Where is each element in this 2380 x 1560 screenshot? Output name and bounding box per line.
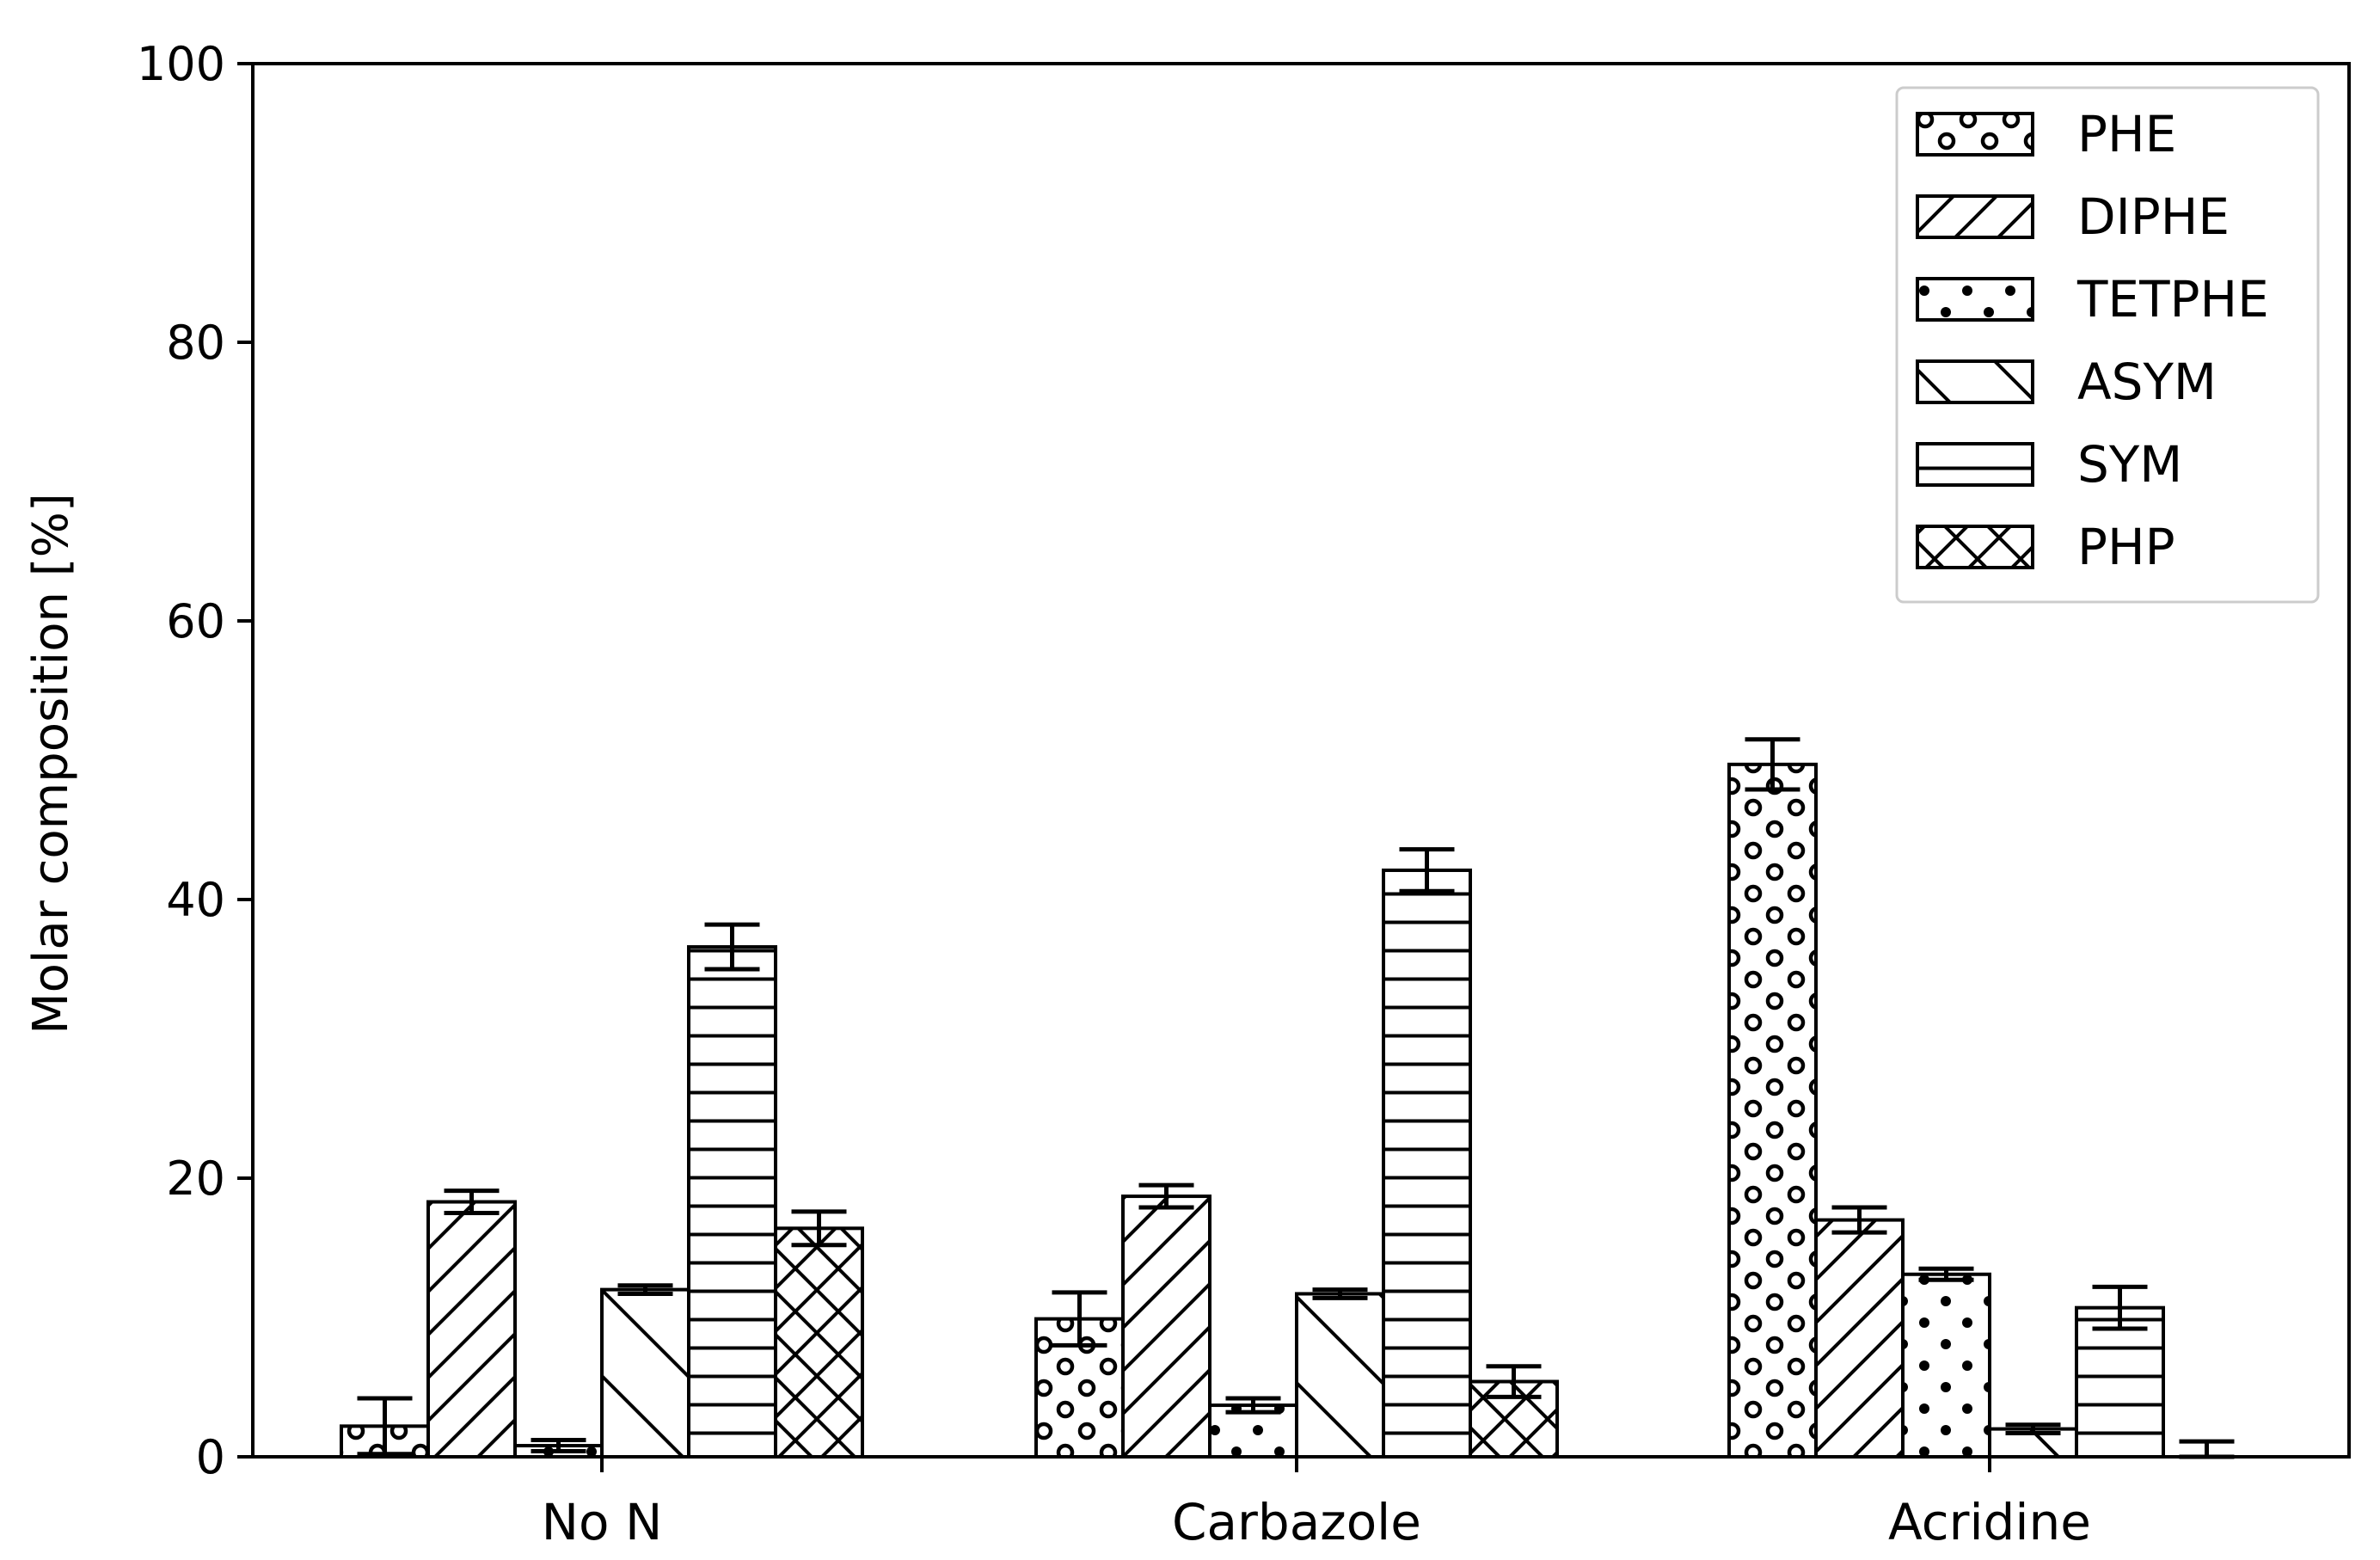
legend-swatch-sym bbox=[1916, 442, 2034, 487]
y-axis-title: Molar composition [%] bbox=[23, 493, 79, 1034]
error-bar-asym-carbazole bbox=[1312, 1287, 1368, 1300]
error-bar-tetphe-no-n bbox=[531, 1438, 586, 1454]
legend-item-sym: SYM bbox=[1916, 435, 2182, 494]
y-tick-label-80: 80 bbox=[166, 316, 225, 370]
bar-php-no-n bbox=[774, 1226, 864, 1459]
error-bar-asym-acridine bbox=[2005, 1422, 2061, 1435]
bar-phe-acridine bbox=[1727, 762, 1818, 1459]
error-bar-php-acridine bbox=[2179, 1439, 2235, 1459]
legend-item-phe: PHE bbox=[1916, 105, 2176, 163]
error-bar-diphe-no-n bbox=[444, 1188, 500, 1215]
bar-sym-carbazole bbox=[1382, 868, 1472, 1459]
error-bar-asym-no-n bbox=[617, 1283, 673, 1296]
legend-swatch-tetphe bbox=[1916, 277, 2034, 322]
error-bar-phe-no-n bbox=[357, 1396, 413, 1457]
y-tick-label-60: 60 bbox=[166, 594, 225, 648]
legend-label-sym: SYM bbox=[2077, 435, 2182, 494]
legend-label-php: PHP bbox=[2077, 518, 2175, 576]
bar-diphe-no-n bbox=[426, 1200, 517, 1459]
error-bar-phe-acridine bbox=[1745, 737, 1800, 792]
legend-swatch-diphe bbox=[1916, 194, 2034, 239]
legend: PHE DIPHE TETPHE ASYM SYM PHP bbox=[1895, 86, 2320, 604]
error-bar-php-carbazole bbox=[1486, 1364, 1542, 1399]
y-tick-label-100: 100 bbox=[137, 37, 225, 91]
x-tick-label-no-n: No N bbox=[542, 1493, 663, 1551]
error-bar-sym-carbazole bbox=[1399, 847, 1455, 894]
error-bar-sym-acridine bbox=[2092, 1284, 2148, 1331]
legend-item-asym: ASYM bbox=[1916, 353, 2217, 411]
legend-label-phe: PHE bbox=[2077, 105, 2176, 163]
bars-layer bbox=[340, 762, 2165, 1459]
bar-diphe-carbazole bbox=[1121, 1195, 1211, 1459]
bar-asym-no-n bbox=[600, 1287, 690, 1459]
legend-swatch-phe bbox=[1916, 112, 2034, 157]
error-bar-diphe-acridine bbox=[1831, 1205, 1887, 1235]
legend-label-tetphe: TETPHE bbox=[2076, 270, 2269, 329]
y-axis-label: Molar composition [%] bbox=[23, 493, 79, 1034]
error-bar-php-no-n bbox=[791, 1209, 847, 1248]
legend-item-php: PHP bbox=[1916, 518, 2175, 576]
legend-label-diphe: DIPHE bbox=[2077, 187, 2230, 246]
legend-swatch-asym bbox=[1916, 359, 2034, 404]
legend-swatch-php bbox=[1916, 525, 2034, 569]
bar-diphe-acridine bbox=[1814, 1218, 1905, 1459]
x-tick-label-acridine: Acridine bbox=[1888, 1493, 2091, 1551]
error-bar-diphe-carbazole bbox=[1138, 1182, 1194, 1210]
axes-layer: 0 20 40 60 80 100 No N Carbazole Acridine bbox=[137, 37, 2351, 1551]
legend-label-asym: ASYM bbox=[2077, 353, 2217, 411]
y-tick-label-40: 40 bbox=[166, 873, 225, 927]
bar-tetphe-acridine bbox=[1901, 1272, 1991, 1459]
x-tick-label-carbazole: Carbazole bbox=[1172, 1493, 1421, 1551]
error-bar-tetphe-carbazole bbox=[1225, 1396, 1281, 1415]
legend-item-tetphe: TETPHE bbox=[1916, 270, 2269, 329]
error-bar-sym-no-n bbox=[704, 922, 760, 972]
bar-asym-carbazole bbox=[1295, 1292, 1385, 1459]
error-bar-phe-carbazole bbox=[1052, 1290, 1107, 1348]
y-tick-label-0: 0 bbox=[196, 1430, 225, 1484]
legend-item-diphe: DIPHE bbox=[1916, 187, 2230, 246]
y-tick-label-20: 20 bbox=[166, 1152, 225, 1206]
plot-frame bbox=[251, 62, 2351, 1459]
bar-sym-no-n bbox=[687, 945, 777, 1459]
error-bars-layer bbox=[357, 737, 2235, 1459]
error-bar-tetphe-acridine bbox=[1918, 1266, 1974, 1282]
